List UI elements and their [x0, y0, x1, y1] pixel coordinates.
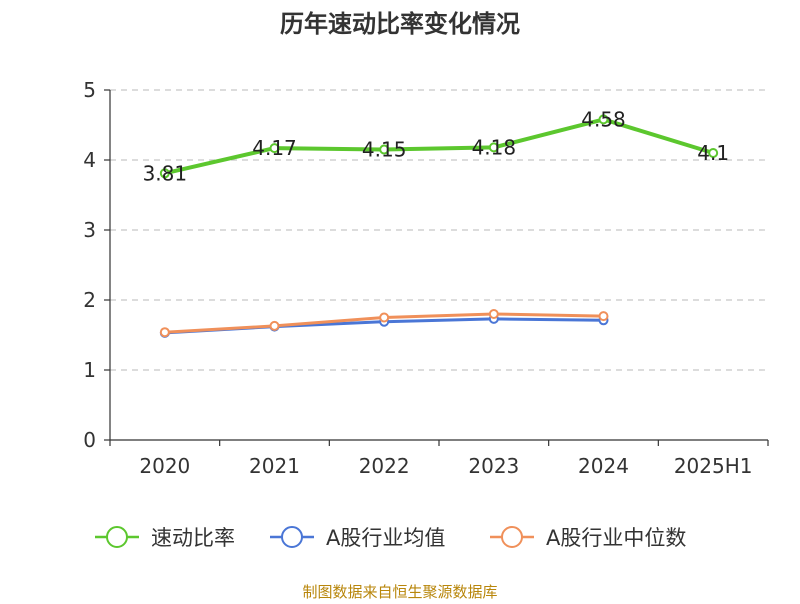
legend-swatch-marker — [281, 526, 303, 548]
legend-label: A股行业中位数 — [546, 526, 686, 550]
x-tick-label: 2022 — [359, 454, 410, 478]
legend-label: A股行业均值 — [326, 526, 445, 550]
y-tick-label: 2 — [83, 288, 96, 312]
x-tick-label: 2025H1 — [674, 454, 753, 478]
data-point — [269, 143, 280, 154]
legend-swatch-marker — [501, 526, 523, 548]
x-tick-label: 2023 — [468, 454, 519, 478]
y-tick-label: 1 — [83, 358, 96, 382]
series-line — [164, 117, 714, 176]
data-label: 4.18 — [472, 135, 517, 159]
data-label: 3.81 — [143, 161, 188, 185]
data-point — [708, 148, 719, 158]
legend-swatch-marker — [106, 526, 128, 548]
x-tick-label: 2024 — [578, 454, 629, 478]
data-label: 4.58 — [581, 107, 626, 131]
y-tick-label: 4 — [83, 148, 96, 172]
data-label: 4.17 — [252, 136, 297, 160]
data-point — [488, 309, 499, 319]
y-tick-label: 3 — [83, 218, 96, 242]
data-point — [269, 320, 280, 331]
data-labels: 3.81 4.17 4.15 4.18 4.58 4.1 — [143, 107, 730, 185]
data-point — [598, 311, 609, 322]
data-point — [159, 168, 170, 179]
series-layer — [159, 114, 719, 338]
legend-label: 速动比率 — [151, 526, 235, 550]
data-point — [159, 327, 170, 338]
y-tick-label: 0 — [83, 428, 96, 452]
grid-lines — [110, 89, 768, 371]
legend: 速动比率 A股行业均值 A股行业中位数 — [95, 526, 686, 550]
chart-title: 历年速动比率变化情况 — [280, 10, 520, 38]
data-point — [598, 114, 609, 125]
y-tick-label: 5 — [83, 78, 96, 102]
x-tick-label: 2021 — [249, 454, 300, 478]
x-tick-label: 2020 — [139, 454, 190, 478]
source-note: 制图数据来自恒生聚源数据库 — [302, 583, 497, 600]
data-label: 4.1 — [697, 141, 729, 165]
data-point — [379, 144, 390, 155]
axes: 0 1 2 3 4 5 2020 2021 2022 2023 2024 2025H1 — [83, 78, 769, 478]
data-label: 4.15 — [362, 138, 407, 162]
data-point — [379, 312, 390, 323]
data-point — [488, 142, 499, 153]
